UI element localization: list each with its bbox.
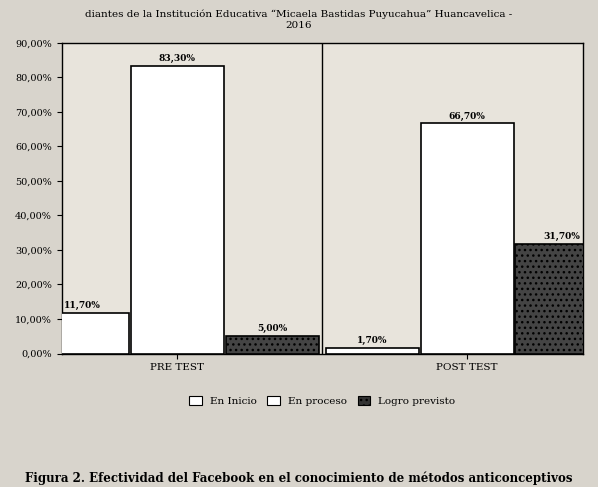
Bar xyxy=(226,336,319,354)
Text: 5,00%: 5,00% xyxy=(257,324,288,334)
Bar xyxy=(420,123,514,354)
Text: 1,70%: 1,70% xyxy=(357,336,388,345)
Bar xyxy=(515,244,598,354)
Bar xyxy=(36,313,129,354)
Text: 11,70%: 11,70% xyxy=(64,301,101,310)
Bar xyxy=(131,66,224,354)
Text: Figura 2. Efectividad del Facebook en el conocimiento de métodos anticonceptivos: Figura 2. Efectividad del Facebook en el… xyxy=(25,471,573,485)
Legend: En Inicio, En proceso, Logro previsto: En Inicio, En proceso, Logro previsto xyxy=(185,392,460,411)
Text: diantes de la Institución Educativa “Micaela Bastidas Puyucahua” Huancavelica -
: diantes de la Institución Educativa “Mic… xyxy=(86,10,512,30)
Text: 31,70%: 31,70% xyxy=(544,232,581,242)
Text: 83,30%: 83,30% xyxy=(159,54,196,63)
Text: 66,70%: 66,70% xyxy=(448,112,486,120)
Bar xyxy=(326,348,419,354)
